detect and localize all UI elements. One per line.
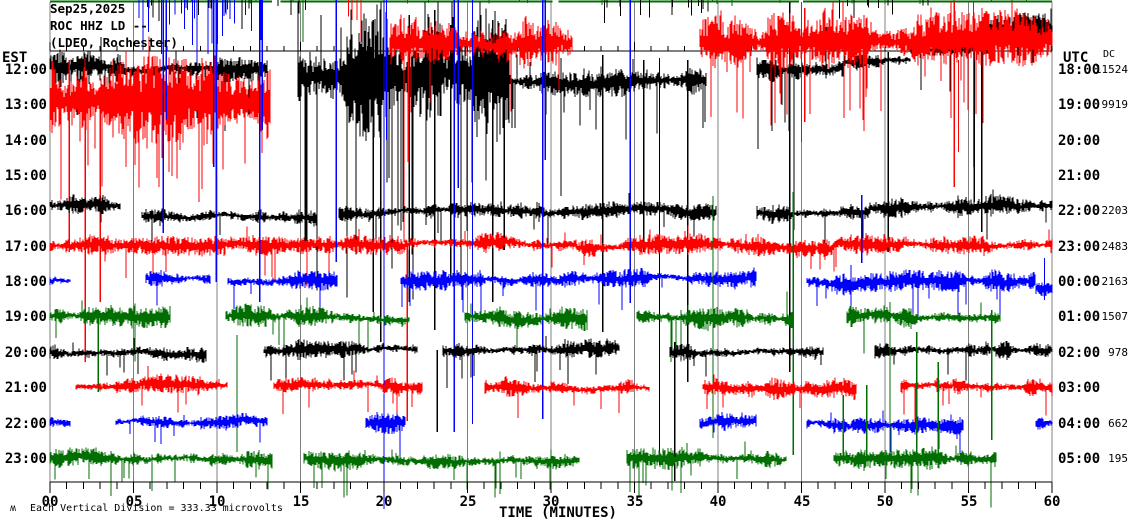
dc-value: 2483	[1102, 240, 1129, 253]
utc-time-label: 22:00	[1058, 203, 1100, 219]
dc-value: 978	[1108, 346, 1128, 359]
utc-time-label: 21:00	[1058, 168, 1100, 184]
est-time-label: 13:00	[5, 97, 47, 113]
trace-row-1800	[49, 0, 1053, 509]
title-date: Sep25,2025	[50, 1, 125, 16]
utc-time-label: 00:00	[1058, 274, 1100, 290]
top-edge-stubs-green	[191, 0, 1027, 6]
vertical-division-caption: Each Vertical Division = 333.33 microvol…	[30, 503, 283, 514]
est-time-label: 16:00	[5, 203, 47, 219]
x-tick-label: 00	[42, 494, 59, 510]
top-edge-stubs-black	[604, 0, 709, 23]
utc-time-label: 01:00	[1058, 309, 1100, 325]
x-tick-label: 55	[961, 494, 978, 510]
trace-noise	[49, 441, 997, 508]
trace-row-2300	[49, 302, 997, 508]
utc-time-label: 04:00	[1058, 416, 1100, 432]
dc-value: 11524	[1095, 63, 1128, 76]
utc-time-label: 20:00	[1058, 133, 1100, 149]
trace-noise	[49, 2, 1053, 209]
dc-column-header: DC	[1103, 49, 1115, 60]
top-edge-stubs-red	[348, 0, 362, 42]
trace-row-2200	[49, 410, 1053, 462]
est-time-label: 20:00	[5, 345, 47, 361]
trace-spikes	[162, 0, 1046, 509]
dc-value: 2163	[1102, 275, 1129, 288]
trace-row-2100	[75, 365, 1053, 428]
x-tick-label: 30	[543, 494, 560, 510]
dc-value: 195	[1108, 452, 1128, 465]
trace-noise	[49, 335, 1053, 388]
est-time-label: 23:00	[5, 451, 47, 467]
right-axis-header: UTC	[1063, 50, 1088, 66]
utc-time-label: 03:00	[1058, 380, 1100, 396]
logo-squiggle-icon: ʍ	[10, 503, 16, 514]
x-axis-ticks	[49, 482, 1053, 493]
trace-spikes	[372, 2, 983, 465]
dc-value: 2203	[1102, 204, 1129, 217]
x-tick-label: 05	[126, 494, 143, 510]
dc-value: 9919	[1102, 98, 1129, 111]
x-tick-label: 20	[376, 494, 393, 510]
x-tick-label: 45	[794, 494, 811, 510]
utc-time-label: 02:00	[1058, 345, 1100, 361]
x-axis-title: TIME (MINUTES)	[499, 505, 617, 519]
est-time-label: 22:00	[5, 416, 47, 432]
dc-value: 662	[1108, 417, 1128, 430]
est-time-label: 14:00	[5, 133, 47, 149]
trace-noise	[75, 365, 1053, 422]
x-axis	[49, 481, 1053, 493]
x-tick-label: 60	[1044, 494, 1061, 510]
x-tick-label: 25	[460, 494, 477, 510]
utc-time-label: 19:00	[1058, 97, 1100, 113]
utc-time-label: 05:00	[1058, 451, 1100, 467]
title-network: (LDEO, Rochester)	[50, 35, 178, 50]
trace-noise	[49, 291, 1001, 363]
top-edge-trace	[50, 0, 1052, 76]
est-time-label: 17:00	[5, 239, 47, 255]
trace-noise	[49, 189, 1053, 248]
title-station: ROC HHZ LD --	[50, 18, 148, 33]
trace-row-1600	[49, 189, 1053, 248]
seismic-traces	[49, 0, 1053, 509]
left-axis-header: EST	[2, 50, 27, 66]
top-edge-stubs-black	[146, 0, 306, 29]
est-time-label: 21:00	[5, 380, 47, 396]
trace-noise	[49, 265, 1053, 325]
x-tick-label: 15	[293, 494, 310, 510]
trace-spikes	[842, 302, 993, 462]
dc-value: 1507	[1102, 310, 1129, 323]
est-time-label: 12:00	[5, 62, 47, 78]
x-tick-label: 10	[209, 494, 226, 510]
est-time-label: 19:00	[5, 309, 47, 325]
x-tick-label: 50	[877, 494, 894, 510]
trace-noise	[49, 410, 1053, 462]
utc-time-label: 23:00	[1058, 239, 1100, 255]
utc-time-label: 18:00	[1058, 62, 1100, 78]
x-tick-label: 40	[710, 494, 727, 510]
top-edge-stubs-black	[839, 0, 929, 19]
est-time-label: 18:00	[5, 274, 47, 290]
est-time-label: 15:00	[5, 168, 47, 184]
x-tick-label: 35	[627, 494, 644, 510]
